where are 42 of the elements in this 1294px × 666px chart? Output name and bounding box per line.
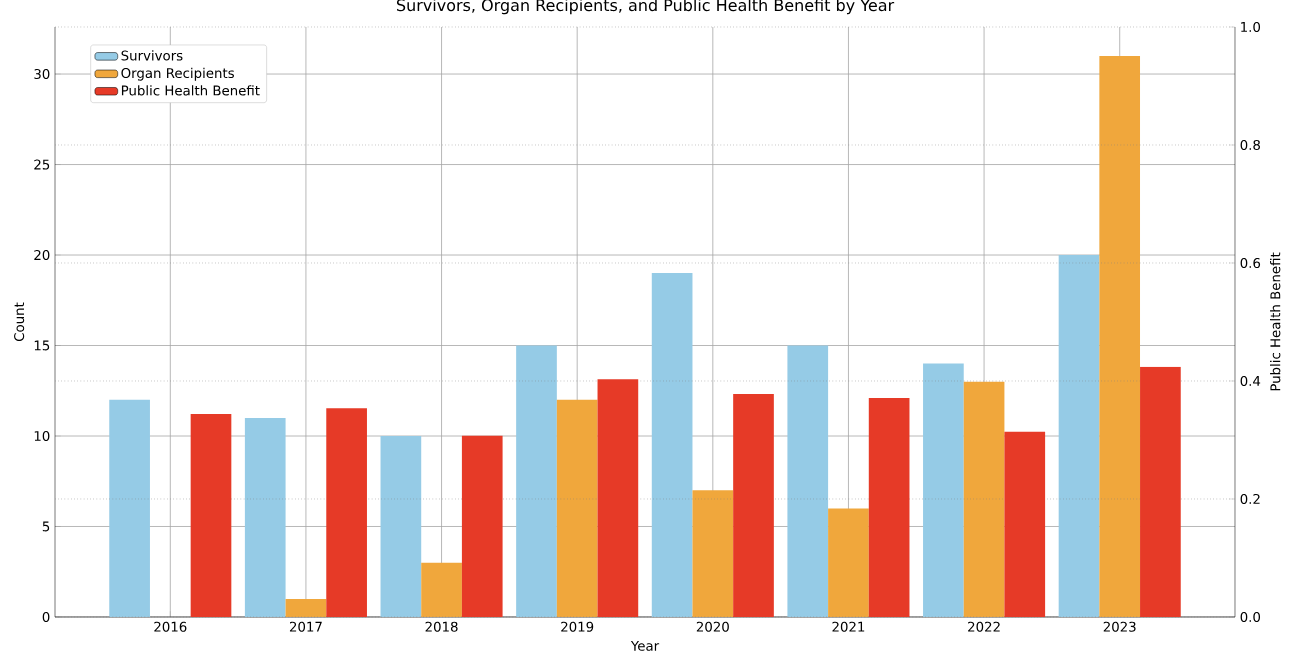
legend-label: Survivors [121,50,183,61]
legend-label: Organ Recipients [121,67,234,81]
y2-axis-title: Public Health Benefit [1270,252,1281,391]
bar [923,363,964,617]
bar [421,562,462,617]
y2-tick-label: 1.0 [1241,21,1261,33]
y-tick-label: 30 [34,68,50,80]
y-tick-label: 15 [34,340,50,351]
y2-tick-label: 0.6 [1240,257,1261,269]
bar [461,435,503,617]
x-tick-label: 2023 [1103,621,1136,632]
bar [285,598,327,617]
bar [868,398,910,617]
y2-tick-label: 0.8 [1240,139,1260,151]
y2-tick-label: 0.4 [1240,375,1261,387]
x-tick-label: 2016 [154,621,187,632]
x-axis-title: Year [630,640,660,651]
y-tick-label: 20 [34,249,50,261]
y-tick-label: 10 [34,430,50,442]
bar [326,408,367,617]
bar [1099,55,1141,617]
bar [516,345,557,617]
x-tick-label: 2019 [561,621,594,632]
y-axis-title: Count [14,302,25,342]
x-tick-label: 2017 [289,621,322,632]
x-tick-label: 2021 [832,621,865,632]
bar [651,273,693,617]
y2-tick-label: 0.2 [1240,493,1260,505]
y2-tick-label: 0.0 [1240,611,1261,623]
bar [190,414,232,617]
bar [380,436,422,617]
legend-label: Public Health Benefit [121,85,260,96]
bar [787,345,829,617]
y-tick-label: 0 [42,611,50,623]
bar [1058,255,1100,617]
bar [109,399,150,617]
y-tick-label: 5 [42,521,50,532]
bar [244,417,286,617]
x-tick-label: 2022 [968,621,1000,632]
x-tick-label: 2020 [696,621,729,632]
x-tick-label: 2018 [425,621,458,632]
y-tick-label: 25 [34,159,50,170]
